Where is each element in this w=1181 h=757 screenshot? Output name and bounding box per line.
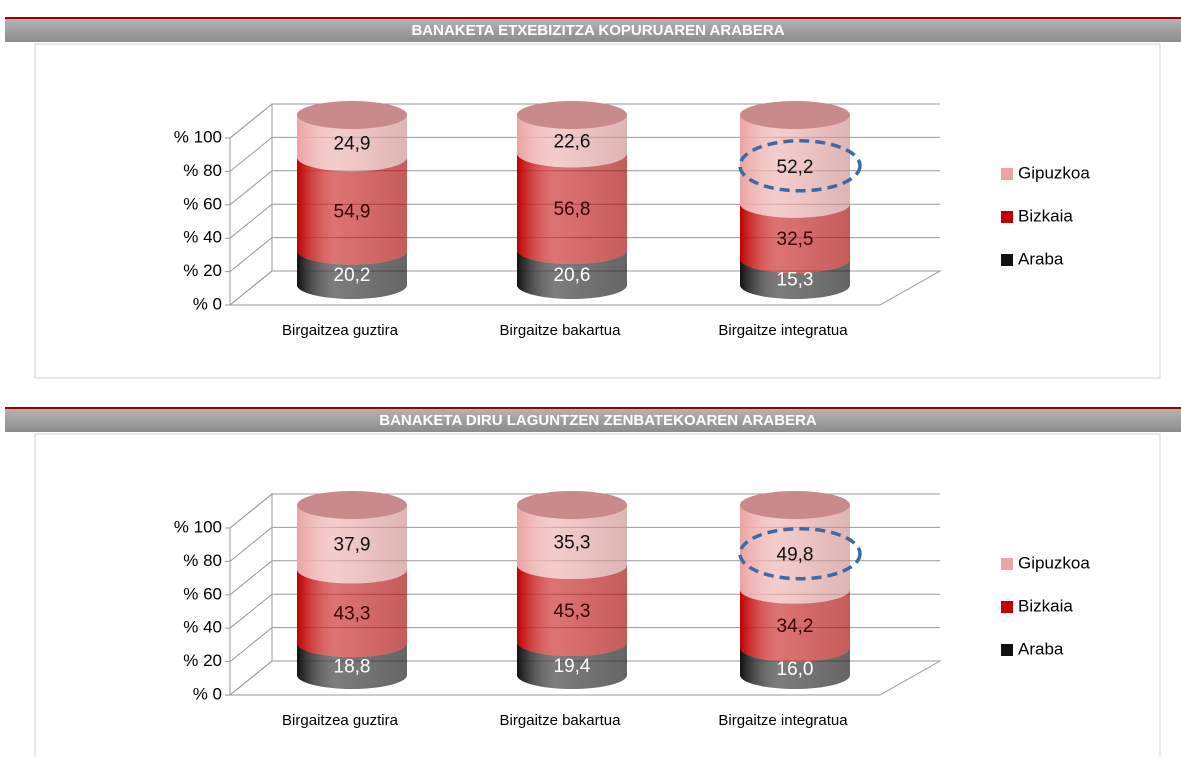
highlight	[738, 139, 862, 193]
legend-label: Gipuzkoa	[1018, 163, 1090, 182]
x-tick-label: Birgaitze integratua	[718, 712, 848, 729]
y-tick-label: % 60	[183, 584, 222, 603]
value-label: 37,9	[334, 535, 371, 556]
x-tick-label: Birgaitze bakartua	[500, 712, 622, 729]
cylinder-top	[740, 101, 850, 129]
y-tick-label: % 80	[183, 551, 222, 570]
bar-base	[740, 115, 850, 218]
grid-line	[229, 660, 940, 696]
value-label: 56,8	[554, 199, 591, 220]
x-tick-label: Birgaitzea guztira	[282, 322, 399, 339]
value-label: 20,2	[334, 265, 371, 286]
value-label: 52,2	[777, 157, 814, 178]
value-label: 32,5	[777, 229, 814, 250]
chart: BANAKETA DIRU LAGUNTZEN ZENBATEKOAREN AR…	[5, 407, 1181, 757]
highlight	[738, 526, 862, 581]
y-tick-label: % 0	[193, 294, 222, 313]
y-tick-label: % 20	[183, 261, 222, 280]
cylinder-top-shade	[740, 101, 850, 129]
y-tick-label: % 40	[183, 618, 222, 637]
x-tick-label: Birgaitze integratua	[718, 322, 848, 339]
value-label: 22,6	[554, 132, 591, 153]
bar-base	[297, 157, 407, 265]
value-label: 15,3	[777, 269, 814, 290]
bar-base	[740, 589, 850, 662]
bar-base	[517, 505, 627, 580]
value-label: 24,9	[334, 134, 371, 155]
value-label: 18,8	[334, 656, 371, 677]
legend-swatch	[1001, 168, 1013, 180]
value-label: 43,3	[334, 604, 371, 625]
value-label: 19,4	[554, 656, 591, 677]
bar-base	[297, 643, 407, 689]
grid-line	[229, 493, 940, 529]
y-tick-label: % 40	[183, 228, 222, 247]
grid-line	[229, 237, 940, 272]
grid-line	[229, 170, 940, 206]
bar-base	[740, 647, 850, 689]
bar-base	[297, 569, 407, 658]
y-tick-label: % 100	[174, 517, 222, 536]
legend-swatch	[1001, 254, 1013, 266]
cylinder-top-shade	[740, 491, 850, 519]
header-bar	[5, 18, 1181, 42]
value-label: 35,3	[554, 532, 591, 553]
cylinder-top	[740, 491, 850, 519]
value-label: 54,9	[334, 201, 371, 222]
value-label: 16,0	[777, 659, 814, 680]
y-tick-label: % 100	[174, 127, 222, 146]
bar-base	[740, 258, 850, 299]
bar-base	[517, 153, 627, 264]
grid-line	[229, 203, 940, 239]
cylinder-top	[297, 101, 407, 129]
cylinder-top-shade	[297, 101, 407, 129]
x-tick-label: Birgaitze bakartua	[500, 322, 622, 339]
cylinder-top	[517, 101, 627, 129]
bar-base	[517, 249, 627, 299]
header-bar	[5, 408, 1181, 432]
legend-swatch	[1001, 558, 1013, 570]
legend-label: Gipuzkoa	[1018, 553, 1090, 572]
legend-swatch	[1001, 211, 1013, 223]
grid-line	[229, 103, 940, 139]
cylinder-top	[517, 491, 627, 519]
bar-base	[517, 642, 627, 689]
legend-swatch	[1001, 644, 1013, 656]
bar-base	[297, 505, 407, 584]
legend-label: Araba	[1018, 249, 1064, 268]
grid-line	[229, 593, 940, 629]
bar-base	[297, 115, 407, 172]
grid-line	[229, 560, 940, 596]
value-label: 45,3	[554, 601, 591, 622]
legend-swatch	[1001, 601, 1013, 613]
chart-title: BANAKETA ETXEBIZITZA KOPURUAREN ARABERA	[411, 22, 784, 39]
legend-label: Bizkaia	[1018, 596, 1073, 615]
grid-line	[229, 627, 940, 662]
bar-base	[297, 250, 407, 299]
cylinder-top-shade	[297, 491, 407, 519]
value-label: 49,8	[777, 545, 814, 566]
y-tick-label: % 60	[183, 194, 222, 213]
legend-label: Bizkaia	[1018, 206, 1073, 225]
bar-base	[517, 565, 627, 657]
y-tick-label: % 80	[183, 161, 222, 180]
value-label: 34,2	[777, 616, 814, 637]
chart: BANAKETA ETXEBIZITZA KOPURUAREN ARABERA%…	[5, 17, 1181, 379]
grid-line	[229, 526, 940, 562]
grid-line	[229, 270, 940, 306]
x-tick-label: Birgaitzea guztira	[282, 712, 399, 729]
cylinder-top-shade	[517, 101, 627, 129]
chart-title: BANAKETA DIRU LAGUNTZEN ZENBATEKOAREN AR…	[379, 412, 817, 429]
bar-base	[740, 203, 850, 273]
grid-line	[229, 136, 940, 172]
bar-base	[517, 115, 627, 168]
y-tick-label: % 20	[183, 651, 222, 670]
cylinder-top	[297, 491, 407, 519]
y-tick-label: % 0	[193, 684, 222, 703]
value-label: 20,6	[554, 265, 591, 286]
cylinder-top-shade	[517, 491, 627, 519]
legend-label: Araba	[1018, 639, 1064, 658]
